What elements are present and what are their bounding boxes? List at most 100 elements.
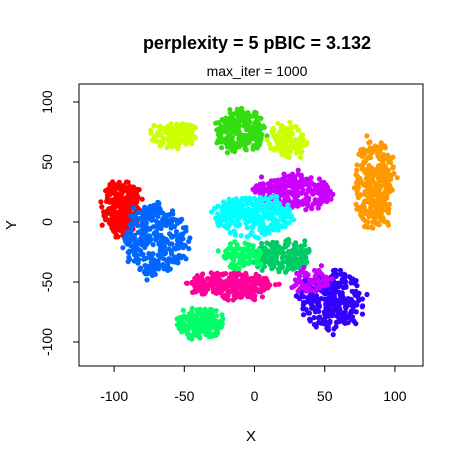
data-point-cluster-10 bbox=[201, 285, 207, 291]
data-point-cluster-5 bbox=[354, 191, 361, 197]
data-point-cluster-1 bbox=[113, 231, 119, 238]
data-point-cluster-13 bbox=[239, 252, 245, 258]
data-point-cluster-7 bbox=[235, 223, 241, 229]
data-point-cluster-3 bbox=[234, 144, 240, 151]
data-point-cluster-11 bbox=[300, 299, 307, 305]
data-point-cluster-14 bbox=[315, 278, 321, 285]
data-point-cluster-7 bbox=[261, 210, 268, 216]
data-point-cluster-6 bbox=[291, 177, 297, 184]
data-point-cluster-11 bbox=[334, 313, 340, 319]
data-point-cluster-2 bbox=[159, 138, 165, 144]
data-point-cluster-11 bbox=[336, 319, 343, 325]
data-point-cluster-1 bbox=[108, 221, 114, 227]
data-point-cluster-11 bbox=[341, 316, 347, 322]
data-point-cluster-5 bbox=[368, 204, 374, 211]
data-point-cluster-8 bbox=[142, 222, 148, 229]
data-point-cluster-11 bbox=[354, 302, 360, 308]
data-point-cluster-12 bbox=[180, 323, 186, 329]
data-point-cluster-1 bbox=[98, 199, 104, 205]
data-point-cluster-13 bbox=[232, 263, 238, 269]
data-point-cluster-10 bbox=[253, 278, 259, 284]
data-point-cluster-4 bbox=[270, 125, 276, 131]
data-point-cluster-8 bbox=[168, 249, 174, 255]
data-point-cluster-11 bbox=[353, 309, 359, 315]
data-point-cluster-1 bbox=[117, 214, 123, 220]
data-point-cluster-5 bbox=[385, 202, 391, 208]
data-point-cluster-9 bbox=[293, 243, 299, 249]
data-point-cluster-5 bbox=[370, 198, 376, 204]
data-point-cluster-9 bbox=[289, 248, 295, 254]
data-point-cluster-13 bbox=[221, 254, 227, 260]
data-point-cluster-9 bbox=[288, 252, 294, 258]
data-point-cluster-9 bbox=[263, 246, 269, 253]
y-axis-label: Y bbox=[3, 220, 20, 230]
data-point-cluster-7 bbox=[237, 198, 243, 204]
data-point-cluster-8 bbox=[138, 210, 145, 216]
data-point-cluster-7 bbox=[265, 197, 271, 203]
data-point-cluster-5 bbox=[367, 139, 373, 145]
data-point-cluster-10 bbox=[251, 297, 258, 303]
data-point-cluster-7 bbox=[253, 215, 259, 221]
data-point-cluster-2 bbox=[175, 129, 182, 135]
data-point-cluster-3 bbox=[214, 127, 220, 133]
data-point-cluster-11 bbox=[325, 313, 331, 319]
data-point-cluster-3 bbox=[224, 150, 230, 156]
data-point-cluster-6 bbox=[298, 174, 304, 181]
data-point-cluster-10 bbox=[259, 294, 265, 300]
data-point-cluster-2 bbox=[164, 129, 170, 136]
data-point-cluster-2 bbox=[156, 129, 162, 136]
data-point-cluster-8 bbox=[140, 232, 146, 238]
data-point-cluster-8 bbox=[168, 225, 174, 231]
data-point-cluster-1 bbox=[119, 219, 125, 225]
data-point-cluster-4 bbox=[275, 120, 281, 126]
data-point-cluster-13 bbox=[245, 254, 251, 261]
data-point-cluster-9 bbox=[260, 254, 266, 261]
data-point-cluster-11 bbox=[337, 267, 344, 273]
data-point-cluster-3 bbox=[256, 131, 262, 137]
data-point-cluster-6 bbox=[311, 200, 318, 206]
data-point-cluster-11 bbox=[325, 327, 332, 333]
data-point-cluster-9 bbox=[270, 239, 276, 245]
data-point-cluster-3 bbox=[236, 135, 242, 142]
data-point-cluster-7 bbox=[264, 225, 270, 231]
data-point-cluster-4 bbox=[297, 154, 304, 161]
data-point-cluster-8 bbox=[131, 205, 137, 211]
data-point-cluster-11 bbox=[333, 324, 339, 330]
data-point-cluster-4 bbox=[299, 149, 305, 155]
data-point-cluster-6 bbox=[306, 185, 313, 191]
data-point-cluster-6 bbox=[281, 171, 287, 177]
data-point-cluster-3 bbox=[242, 135, 248, 142]
data-point-cluster-7 bbox=[260, 203, 266, 209]
chart-title: perplexity = 5 pBIC = 3.132 bbox=[143, 33, 371, 53]
data-point-cluster-11 bbox=[359, 311, 366, 317]
data-point-cluster-3 bbox=[247, 137, 253, 143]
data-point-cluster-5 bbox=[354, 162, 360, 168]
data-point-cluster-2 bbox=[152, 138, 158, 144]
data-point-cluster-10 bbox=[225, 289, 231, 295]
data-point-cluster-10 bbox=[233, 275, 239, 281]
data-point-cluster-8 bbox=[132, 212, 138, 218]
data-point-cluster-8 bbox=[127, 235, 133, 241]
data-point-cluster-8 bbox=[172, 254, 178, 260]
data-point-cluster-14 bbox=[301, 283, 307, 289]
data-point-cluster-14 bbox=[318, 263, 324, 269]
data-point-cluster-7 bbox=[273, 203, 279, 209]
data-point-cluster-1 bbox=[116, 199, 122, 205]
data-point-cluster-8 bbox=[169, 208, 176, 214]
data-point-cluster-5 bbox=[360, 212, 366, 218]
data-point-cluster-8 bbox=[149, 268, 155, 274]
data-point-cluster-13 bbox=[247, 259, 253, 265]
data-point-cluster-3 bbox=[229, 134, 235, 140]
data-point-cluster-7 bbox=[250, 225, 256, 231]
data-point-cluster-8 bbox=[176, 245, 182, 251]
data-point-cluster-10 bbox=[183, 280, 190, 286]
data-point-cluster-4 bbox=[299, 132, 305, 138]
data-point-cluster-1 bbox=[112, 190, 118, 197]
data-point-cluster-6 bbox=[318, 189, 324, 195]
data-point-cluster-11 bbox=[364, 291, 370, 298]
data-point-cluster-8 bbox=[144, 271, 151, 277]
data-point-cluster-5 bbox=[365, 154, 372, 160]
data-point-cluster-7 bbox=[238, 233, 244, 239]
data-point-cluster-7 bbox=[278, 223, 284, 229]
data-point-cluster-9 bbox=[270, 264, 276, 270]
